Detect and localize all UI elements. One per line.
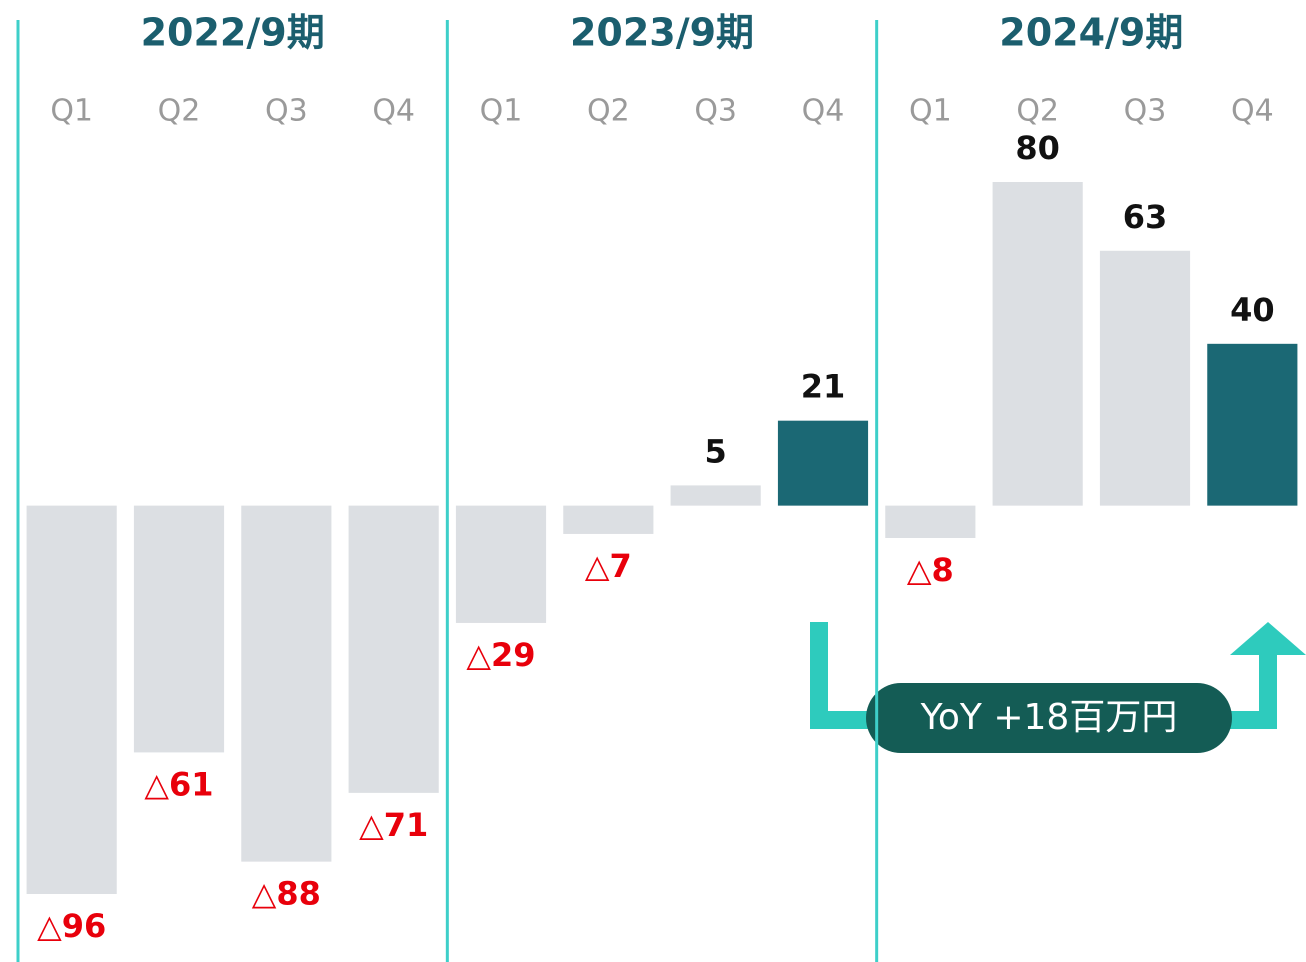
value-label: △8 [907,551,954,589]
bar [885,505,976,538]
bar [777,420,869,506]
x-tick-label: Q1 [480,94,523,129]
bar [348,505,439,793]
x-tick-label: Q4 [1231,94,1274,129]
bar [992,182,1083,506]
value-label: △29 [466,636,535,674]
x-tick-label: Q4 [372,94,415,129]
bar [455,505,547,623]
value-label: 63 [1123,198,1168,236]
x-tick-label: Q4 [802,94,845,129]
bar [133,505,225,753]
yoy-annotation: YoY +18百万円 [920,697,1178,738]
value-label: 21 [801,368,846,406]
value-label: △7 [585,547,632,585]
yoy-pill [866,683,1232,753]
value-label: 80 [1015,129,1060,167]
value-label: 5 [705,432,727,470]
bar [1207,343,1298,506]
group-label: 2022/9期 [141,11,325,55]
value-label: △88 [252,875,321,913]
x-tick-label: Q3 [1124,94,1167,129]
value-label: △61 [144,765,213,803]
yoy-arrow [1230,622,1306,655]
group-label: 2023/9期 [570,11,754,55]
bar [670,485,761,506]
x-tick-label: Q3 [694,94,737,129]
x-tick-label: Q3 [265,94,308,129]
x-tick-label: Q2 [1016,94,1059,129]
x-tick-label: Q2 [158,94,201,129]
value-label: 40 [1230,291,1275,329]
yoy-bracket [810,622,1277,729]
x-tick-label: Q1 [909,94,952,129]
x-tick-label: Q1 [50,94,93,129]
bar [1099,250,1191,506]
x-tick-label: Q2 [587,94,630,129]
group-label: 2024/9期 [999,11,1183,55]
value-label: △96 [37,907,106,945]
bar [241,505,332,862]
bar [563,505,654,534]
value-label: △71 [359,806,428,844]
bar [26,505,117,894]
